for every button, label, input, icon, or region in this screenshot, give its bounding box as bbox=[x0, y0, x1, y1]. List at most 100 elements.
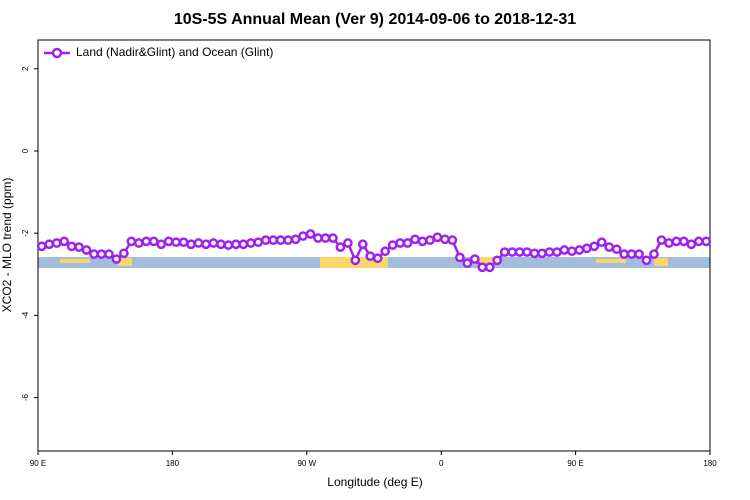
data-point bbox=[141, 236, 152, 247]
data-point bbox=[193, 238, 204, 248]
data-point bbox=[298, 231, 308, 241]
data-point bbox=[701, 236, 712, 247]
data-point bbox=[96, 249, 107, 259]
data-point bbox=[432, 232, 443, 243]
data-point bbox=[469, 254, 480, 264]
data-point bbox=[596, 237, 607, 248]
data-point bbox=[201, 239, 211, 250]
data-point bbox=[522, 247, 532, 257]
data-point bbox=[537, 248, 547, 259]
data-point bbox=[365, 251, 376, 262]
data-point bbox=[104, 249, 114, 259]
y-tick-label: 2 bbox=[21, 66, 30, 71]
y-tick-label: -4 bbox=[21, 311, 30, 319]
data-point bbox=[260, 235, 271, 246]
data-point bbox=[44, 239, 55, 250]
data-point bbox=[313, 233, 323, 243]
x-tick-label: 180 bbox=[703, 459, 717, 468]
data-point bbox=[253, 237, 264, 248]
x-tick-label: 90 E bbox=[30, 459, 46, 468]
data-point bbox=[238, 239, 249, 250]
data-point bbox=[357, 239, 368, 250]
data-point bbox=[395, 238, 405, 248]
data-point bbox=[59, 236, 69, 247]
data-point bbox=[74, 242, 84, 252]
land-strip bbox=[596, 259, 626, 263]
data-point bbox=[343, 238, 353, 248]
data-point bbox=[186, 239, 196, 250]
data-point bbox=[133, 238, 144, 248]
x-tick-label: 0 bbox=[439, 459, 444, 468]
data-point bbox=[679, 236, 689, 247]
data-point bbox=[507, 247, 517, 257]
data-point bbox=[574, 245, 585, 255]
data-point bbox=[462, 258, 473, 269]
data-point bbox=[372, 253, 383, 264]
data-point bbox=[686, 239, 697, 250]
data-point bbox=[544, 247, 555, 257]
data-point bbox=[163, 236, 174, 247]
data-point bbox=[492, 255, 503, 266]
data-point bbox=[148, 236, 159, 247]
data-point bbox=[156, 239, 167, 250]
data-point bbox=[671, 236, 682, 247]
data-point bbox=[81, 245, 92, 255]
land-strip bbox=[118, 258, 132, 266]
legend-label: Land (Nadir&Glint) and Ocean (Glint) bbox=[76, 45, 273, 59]
data-point bbox=[380, 246, 391, 257]
data-point bbox=[305, 229, 316, 239]
data-point bbox=[567, 246, 577, 257]
x-tick-label: 90 W bbox=[297, 459, 316, 468]
data-point bbox=[417, 236, 428, 247]
data-point bbox=[171, 237, 181, 248]
data-point bbox=[126, 236, 137, 247]
data-point bbox=[208, 238, 219, 248]
data-point bbox=[693, 236, 704, 247]
data-point bbox=[111, 254, 122, 264]
x-axis-label: Longitude (deg E) bbox=[327, 475, 422, 489]
data-point bbox=[425, 235, 435, 246]
data-point bbox=[223, 240, 234, 250]
data-point bbox=[387, 240, 398, 250]
data-point bbox=[290, 234, 301, 245]
data-point bbox=[216, 239, 226, 250]
data-point bbox=[66, 241, 77, 252]
y-tick-label: 0 bbox=[21, 148, 30, 153]
data-point bbox=[626, 249, 637, 259]
data-point bbox=[119, 248, 129, 259]
land-strip bbox=[474, 257, 496, 263]
data-point bbox=[283, 235, 293, 246]
x-tick-label: 180 bbox=[166, 459, 180, 468]
data-point bbox=[51, 238, 62, 248]
chart-title: 10S-5S Annual Mean (Ver 9) 2014-09-06 to… bbox=[174, 11, 576, 28]
data-point bbox=[410, 234, 420, 245]
data-point bbox=[89, 249, 99, 259]
data-point bbox=[656, 235, 667, 246]
data-point bbox=[589, 241, 600, 252]
data-point bbox=[484, 262, 495, 273]
data-point bbox=[268, 235, 279, 246]
data-point bbox=[178, 237, 189, 248]
data-point bbox=[36, 241, 47, 252]
data-point bbox=[634, 249, 644, 259]
data-point bbox=[402, 238, 413, 248]
data-point bbox=[552, 247, 562, 257]
y-axis-label: XCO2 - MLO trend (ppm) bbox=[0, 178, 14, 313]
y-tick-label: -2 bbox=[21, 229, 30, 237]
data-point bbox=[320, 233, 331, 243]
data-point bbox=[455, 252, 465, 263]
legend-marker bbox=[51, 47, 63, 59]
data-point bbox=[619, 249, 629, 259]
data-point bbox=[231, 239, 241, 250]
data-point bbox=[499, 247, 510, 257]
land-strip bbox=[60, 259, 90, 263]
data-point bbox=[529, 248, 540, 259]
data-point bbox=[477, 262, 488, 273]
data-point bbox=[335, 242, 346, 252]
data-point bbox=[245, 238, 256, 248]
data-point bbox=[649, 249, 659, 259]
data-point bbox=[275, 235, 286, 246]
data-point bbox=[641, 255, 652, 266]
data-point bbox=[447, 235, 458, 246]
